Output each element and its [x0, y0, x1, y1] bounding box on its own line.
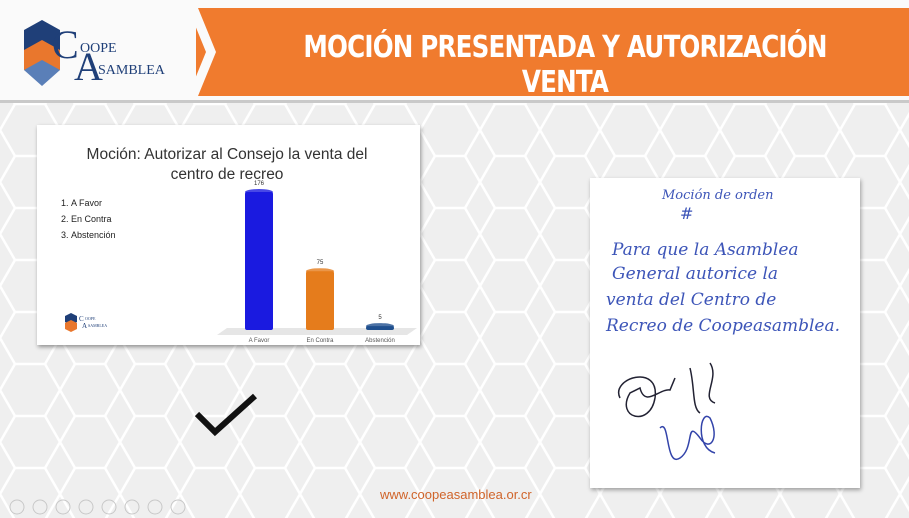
note-heading: Moción de orden	[662, 188, 773, 203]
bar-cap	[366, 323, 394, 329]
footer-url: www.coopeasamblea.or.cr	[380, 487, 532, 502]
list-item: A Favor	[71, 195, 116, 211]
x-tick-label: A Favor	[249, 338, 270, 344]
bar-cap	[245, 189, 273, 195]
list-item: En Contra	[71, 211, 116, 227]
chart-title: Moción: Autorizar al Consejo la venta de…	[67, 145, 387, 185]
mini-logo-oope: OOPE	[85, 316, 96, 321]
signatures	[600, 358, 780, 478]
toolbar-button[interactable]	[33, 500, 47, 514]
slide: {"header": {"title": "MOCIÓN PRESENTADA …	[0, 0, 909, 518]
bar-cap	[306, 268, 334, 274]
toolbar-button[interactable]	[56, 500, 70, 514]
x-tick-label: Abstención	[365, 338, 395, 344]
toolbar-button[interactable]	[171, 500, 185, 514]
mini-logo-a: A	[82, 322, 87, 330]
note-mark: #	[680, 204, 693, 223]
value-label: 75	[317, 260, 324, 266]
list-item: Abstención	[71, 227, 116, 243]
note-line: Recreo de Coopeasamblea.	[606, 316, 840, 336]
toolbar-button[interactable]	[102, 500, 116, 514]
header-divider	[0, 100, 909, 103]
note-line: Para que la Asamblea	[612, 240, 799, 260]
header-title: MOCIÓN PRESENTADA Y AUTORIZACIÓN VENTA	[290, 30, 839, 100]
category-list: A Favor En Contra Abstención	[49, 195, 116, 243]
checkmark	[193, 392, 259, 438]
mini-logo-samblea: SAMBLEA	[88, 323, 107, 328]
bar	[245, 192, 273, 330]
note-line: venta del Centro de	[606, 290, 776, 310]
logo: C OOPE A SAMBLEA	[22, 16, 197, 90]
note-line: General autorice la	[612, 264, 778, 284]
value-label: 5	[378, 315, 382, 321]
slide-toolbar	[8, 498, 218, 516]
mini-logo: C OOPE A SAMBLEA	[65, 313, 107, 332]
logo-samblea: SAMBLEA	[98, 63, 166, 78]
toolbar-button[interactable]	[10, 500, 24, 514]
toolbar-button[interactable]	[79, 500, 93, 514]
toolbar-button[interactable]	[125, 500, 139, 514]
toolbar-button[interactable]	[148, 500, 162, 514]
handwritten-note: Moción de orden # Para que la Asamblea G…	[590, 178, 860, 488]
bar	[306, 271, 334, 330]
x-tick-label: En Contra	[306, 338, 334, 344]
